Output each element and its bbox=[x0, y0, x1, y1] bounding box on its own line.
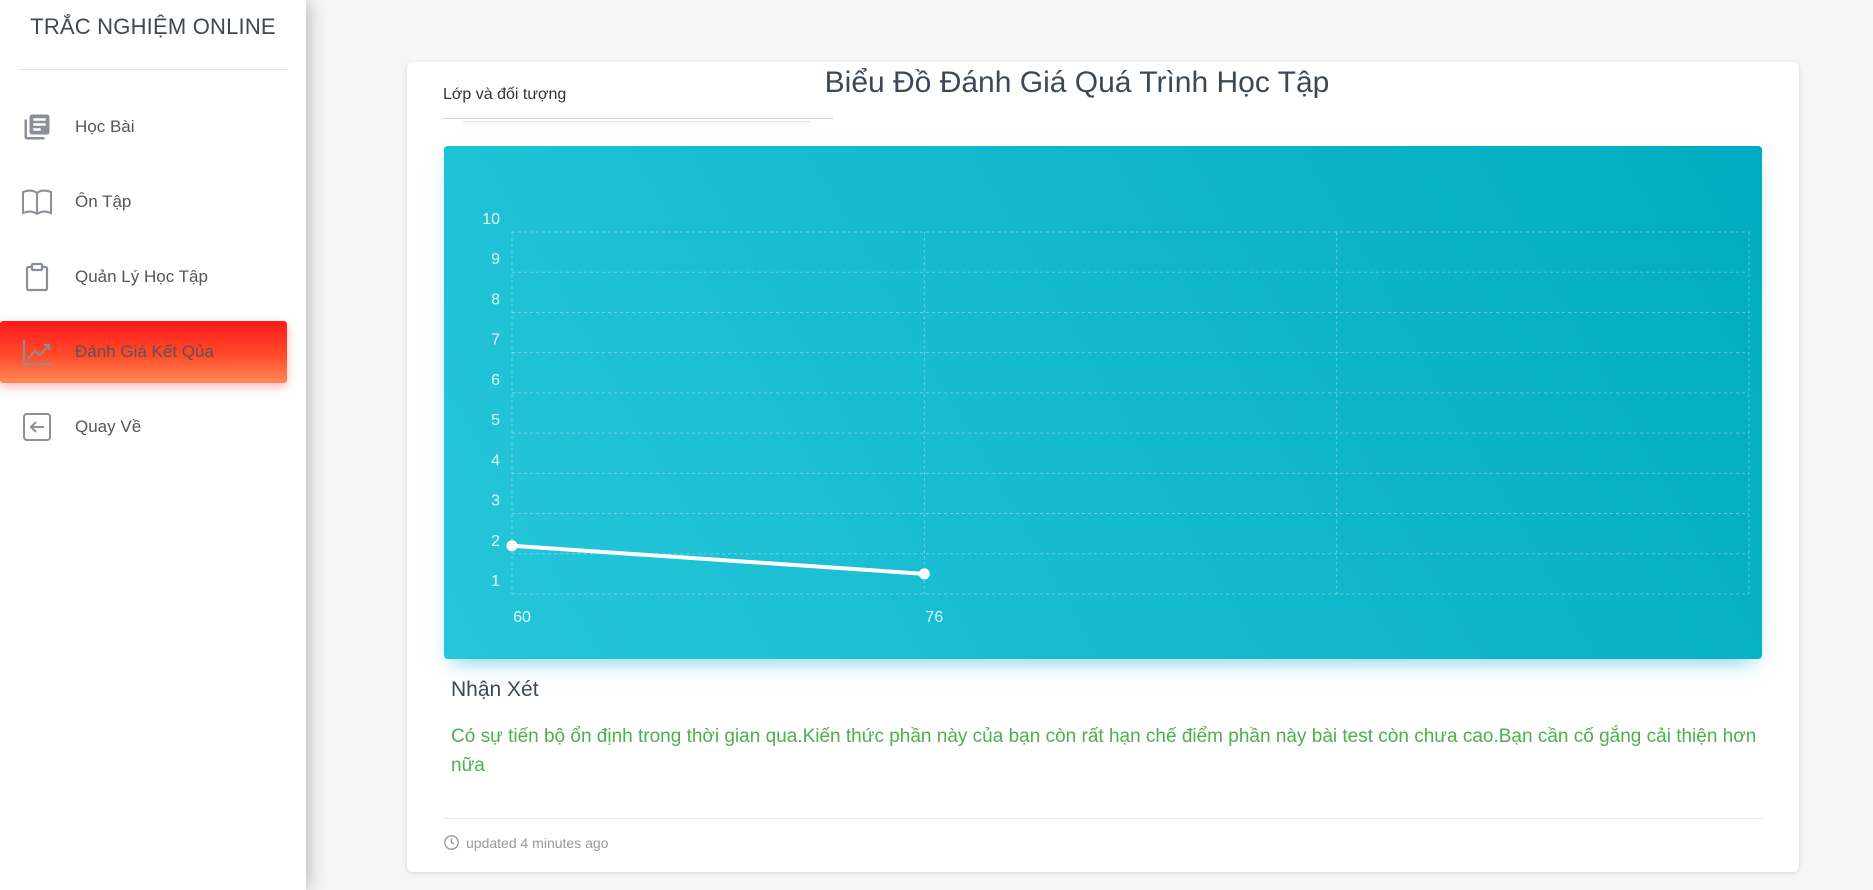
line-chart: 1 2 3 4 5 6 7 8 9 10 60 76 bbox=[482, 211, 1750, 626]
y-tick-label: 2 bbox=[491, 533, 500, 550]
sidebar-item-label: Ôn Tập bbox=[75, 192, 132, 211]
y-tick-label: 3 bbox=[491, 493, 500, 510]
y-tick-label: 10 bbox=[482, 211, 500, 228]
sidebar-nav: Học Bài Ôn Tập Quản Lý Học Tập bbox=[0, 96, 287, 471]
brand-title[interactable]: TRẮC NGHIỆM ONLINE bbox=[18, 0, 288, 70]
y-tick-label: 1 bbox=[491, 573, 500, 590]
x-tick-label: 76 bbox=[925, 609, 943, 626]
page-title: Biểu Đồ Đánh Giá Quá Trình Học Tập bbox=[824, 66, 1330, 99]
sidebar-item-quan-ly-hoc-tap[interactable]: Quản Lý Học Tập bbox=[0, 246, 287, 308]
clipboard-icon bbox=[21, 261, 53, 293]
class-subject-select[interactable]: Lớp và đối tượng bbox=[443, 86, 833, 122]
x-tick-label: 60 bbox=[513, 609, 531, 626]
series-line bbox=[510, 543, 927, 576]
evaluation-card: Lớp và đối tượng Biểu Đồ Đánh Giá Quá Tr… bbox=[407, 62, 1799, 872]
sidebar-item-label: Quản Lý Học Tập bbox=[75, 267, 208, 286]
clock-icon bbox=[443, 834, 460, 851]
updated-timestamp: updated 4 minutes ago bbox=[466, 834, 609, 851]
trending-up-icon bbox=[21, 336, 53, 368]
review-text: Có sự tiến bộ ổn định trong thời gian qu… bbox=[451, 726, 1757, 776]
sidebar: TRẮC NGHIỆM ONLINE Học Bài Ôn Tập bbox=[0, 0, 306, 890]
review-title: Nhận Xét bbox=[451, 678, 539, 701]
data-point[interactable] bbox=[506, 540, 518, 552]
y-axis-ticks: 1 2 3 4 5 6 7 8 9 10 bbox=[482, 211, 500, 590]
arrow-back-box-icon bbox=[21, 411, 53, 443]
sidebar-item-on-tap[interactable]: Ôn Tập bbox=[0, 171, 287, 233]
y-tick-label: 9 bbox=[491, 251, 500, 268]
y-tick-label: 6 bbox=[491, 372, 500, 389]
sidebar-item-label: Quay Về bbox=[75, 417, 142, 436]
chart-grid bbox=[511, 231, 1750, 595]
chart-panel: 1 2 3 4 5 6 7 8 9 10 60 76 bbox=[444, 146, 1762, 659]
chart-series bbox=[506, 540, 930, 580]
y-tick-label: 7 bbox=[491, 332, 500, 349]
open-book-icon bbox=[21, 186, 53, 218]
y-tick-label: 8 bbox=[491, 291, 500, 308]
data-point[interactable] bbox=[918, 568, 930, 580]
y-tick-label: 5 bbox=[491, 412, 500, 429]
sidebar-item-quay-ve[interactable]: Quay Về bbox=[0, 396, 287, 458]
x-axis-ticks: 60 76 bbox=[513, 609, 943, 626]
card-footer: updated 4 minutes ago bbox=[443, 818, 1763, 851]
sidebar-item-danh-gia-ket-qua[interactable]: Đánh Giá Kết Qủa bbox=[0, 321, 287, 383]
y-tick-label: 4 bbox=[491, 452, 500, 469]
library-books-icon bbox=[21, 111, 53, 143]
sidebar-item-hoc-bai[interactable]: Học Bài bbox=[0, 96, 287, 158]
select-label: Lớp và đối tượng bbox=[443, 86, 567, 103]
sidebar-item-label: Học Bài bbox=[75, 117, 135, 136]
select-underline bbox=[443, 118, 833, 122]
sidebar-item-label: Đánh Giá Kết Qủa bbox=[75, 342, 214, 361]
